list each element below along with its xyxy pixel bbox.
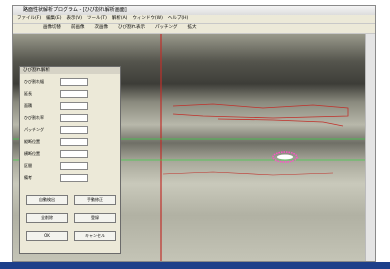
toolbar-button[interactable]: 拡大 [188,24,197,33]
field-label: ひび割れ率 [24,115,44,121]
menu-item[interactable]: ウィンドウ(W) [132,15,162,23]
input[interactable] [60,102,88,110]
toolbar-button[interactable]: 次画像 [95,24,109,33]
button[interactable]: OK [26,231,68,241]
button[interactable]: 手動修正 [74,195,116,205]
toolbar-button[interactable]: 画像切替 [43,24,61,33]
menu-bar: ファイル(F) 編集(E) 表示(V) ツール(T) 解析(A) ウィンドウ(W) ヘルプ(… [13,15,375,24]
taskbar [0,262,390,269]
toolbar-button[interactable]: 前画像 [71,24,85,33]
menu-item[interactable]: ツール(T) [87,15,107,23]
field-label: 横断位置 [24,151,40,157]
toolbar: 画像切替 前画像 次画像ひび割れ表示 パッチング 拡大 [13,24,375,34]
menu-item[interactable]: 解析(A) [112,15,128,23]
scrollbar[interactable] [365,34,375,261]
field-label: 延長 [24,91,32,97]
input[interactable] [60,138,88,146]
input[interactable] [60,114,88,122]
menu-item[interactable]: 編集(E) [46,15,61,23]
input[interactable] [60,90,88,98]
input[interactable] [60,78,88,86]
button[interactable]: 全削除 [26,213,68,223]
input[interactable] [60,150,88,158]
app-window: 路面性状解析プログラム - [ひび割れ解析画面] ファイル(F) 編集(E) 表示(… [12,5,376,262]
dialog-title: ひび割れ解析 [20,67,120,74]
input[interactable] [60,174,88,182]
button[interactable]: キャンセル [74,231,116,241]
field-label: 縦断位置 [24,139,40,145]
title-bar: 路面性状解析プログラム - [ひび割れ解析画面] [13,6,375,15]
button[interactable]: 自動検出 [26,195,68,205]
menu-item[interactable]: ヘルプ(H) [168,15,188,23]
field-label: 備考 [24,175,32,181]
menu-item[interactable]: ファイル(F) [17,15,41,23]
field-label: パッチング [24,127,44,133]
button[interactable]: 登録 [74,213,116,223]
input[interactable] [60,126,88,134]
dialog: ひび割れ解析 ひび割れ幅延長面積ひび割れ率パッチング縦断位置横断位置区間備考自動… [19,66,121,254]
field-label: ひび割れ幅 [24,79,44,85]
toolbar-button[interactable]: パッチング [155,24,178,33]
field-label: 面積 [24,103,32,109]
input[interactable] [60,162,88,170]
toolbar-button[interactable]: ひび割れ表示 [118,24,145,33]
menu-item[interactable]: 表示(V) [66,15,82,23]
field-label: 区間 [24,163,32,169]
